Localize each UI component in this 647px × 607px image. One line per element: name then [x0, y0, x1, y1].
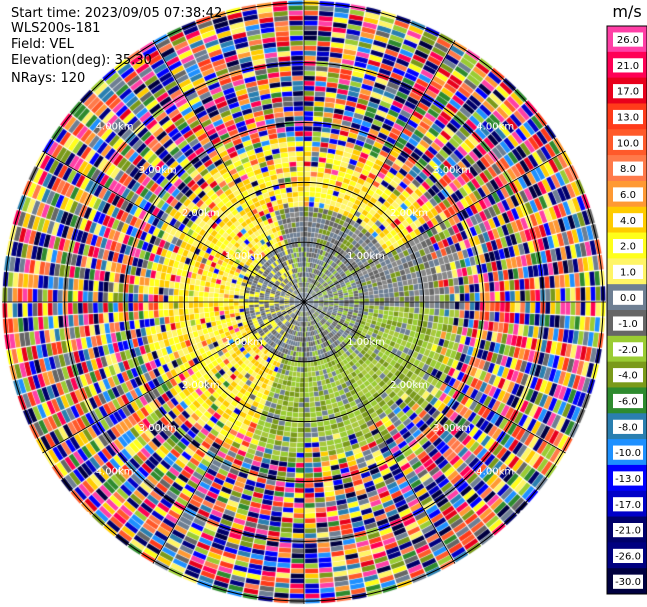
colorbar-tick-bg	[613, 523, 643, 538]
azimuth-spoke	[303, 301, 456, 564]
colorbar-tick-bg	[613, 84, 643, 99]
colorbar-tick-label: 8.0	[620, 164, 636, 175]
colorbar-unit: m/s	[612, 2, 641, 21]
colorbar-tick-bg	[613, 497, 643, 512]
ring-label: 5.00km	[53, 79, 91, 90]
azimuth-spoke	[303, 150, 566, 303]
colorbar-tick-label: 21.0	[617, 61, 639, 72]
colorbar-tick-label: -26.0	[615, 551, 641, 562]
nrays-value: 120	[60, 71, 86, 86]
ring-label: 3.00km	[433, 423, 471, 434]
ring-label: 4.00km	[96, 122, 134, 133]
field-value: VEL	[49, 37, 74, 52]
colorbar-tick-bg	[613, 58, 643, 73]
ring-label: 4.00km	[476, 466, 514, 477]
ring-label: 2.00km	[390, 380, 428, 391]
colorbar-tick-label: -17.0	[615, 500, 641, 511]
colorbar-tick-label: -6.0	[618, 396, 638, 407]
colorbar-tick-bg	[613, 239, 643, 254]
colorbar-tick-bg	[613, 445, 643, 460]
colorbar-tick-bg	[613, 213, 643, 228]
colorbar-tick-label: -13.0	[615, 474, 641, 485]
colorbar-tick-bg	[613, 393, 643, 409]
azimuth-spoke	[303, 301, 566, 454]
colorbar-tick-label: -2.0	[618, 345, 638, 356]
azimuth-spoke	[303, 40, 456, 303]
colorbar-tick-bg	[613, 316, 643, 331]
ring-label: 5.00km	[53, 509, 91, 520]
ring-label: 5.00km	[519, 509, 557, 520]
colorbar-tick-label: 6.0	[620, 190, 636, 201]
colorbar-tick-bg	[613, 368, 643, 383]
colorbar-tick-bg	[613, 135, 643, 150]
colorbar-tick-label: 10.0	[617, 138, 639, 149]
colorbar-frame	[606, 25, 647, 595]
ring-label: 3.00km	[433, 165, 471, 176]
ring-label: 2.00km	[182, 208, 220, 219]
elevation-text: Elevation(deg): 35.30	[11, 53, 152, 68]
colorbar-tick-bg	[613, 109, 643, 125]
start-time-text: Start time: 2023/09/05 07:38:42	[11, 6, 223, 21]
colorbar-tick-label: 1.0	[620, 267, 636, 278]
colorbar-tick-label: -10.0	[615, 448, 641, 459]
colorbar-tick-bg	[613, 419, 643, 434]
azimuth-spoke	[42, 150, 305, 303]
colorbar-tick-label: 26.0	[617, 35, 639, 46]
colorbar-tick-bg	[613, 471, 643, 486]
colorbar-tick-label: 0.0	[620, 293, 636, 304]
ring-label: 1.00km	[225, 251, 263, 262]
ring-label: 1.00km	[225, 337, 263, 348]
colorbar-tick-bg	[613, 161, 643, 176]
ring-label: 1.00km	[347, 251, 385, 262]
azimuth-spoke	[42, 301, 305, 454]
ring-label: 2.00km	[390, 208, 428, 219]
ring-label: 4.00km	[96, 466, 134, 477]
colorbar-tick-label: 4.0	[620, 216, 636, 227]
ring-label: 4.00km	[476, 122, 514, 133]
colorbar-tick-label: -30.0	[615, 577, 641, 588]
colorbar-tick-bg	[613, 574, 643, 589]
ring-label: 3.00km	[139, 423, 177, 434]
instrument-text: WLS200s-181	[11, 21, 101, 36]
start-time-value: 2023/09/05 07:38:42	[84, 6, 223, 21]
colorbar-tick-bg	[613, 187, 643, 202]
colorbar-tick-label: -1.0	[618, 319, 638, 330]
ring-label: 3.00km	[139, 165, 177, 176]
colorbar-tick-bg	[613, 342, 643, 357]
colorbar-tick-label: -8.0	[618, 422, 638, 433]
colorbar-tick-bg	[613, 264, 643, 280]
azimuth-spoke	[152, 301, 305, 564]
ring-label: 5.00km	[519, 79, 557, 90]
colorbar-tick-label: 17.0	[617, 87, 639, 98]
colorbar-tick-label: 13.0	[617, 112, 639, 123]
colorbar-tick-label: 2.0	[620, 242, 636, 253]
field-text: Field: VEL	[11, 37, 74, 52]
colorbar-tick-bg	[613, 548, 643, 564]
ring-label: 1.00km	[347, 337, 385, 348]
ring-label: 2.00km	[182, 380, 220, 391]
colorbar-tick-label: -4.0	[618, 371, 638, 382]
nrays-text: NRays: 120	[11, 71, 86, 86]
azimuth-spoke	[152, 40, 305, 303]
colorbar-tick-bg	[613, 32, 643, 47]
colorbar-tick-label: -21.0	[615, 526, 641, 537]
colorbar-tick-bg	[613, 290, 643, 305]
elevation-value: 35.30	[114, 53, 152, 68]
